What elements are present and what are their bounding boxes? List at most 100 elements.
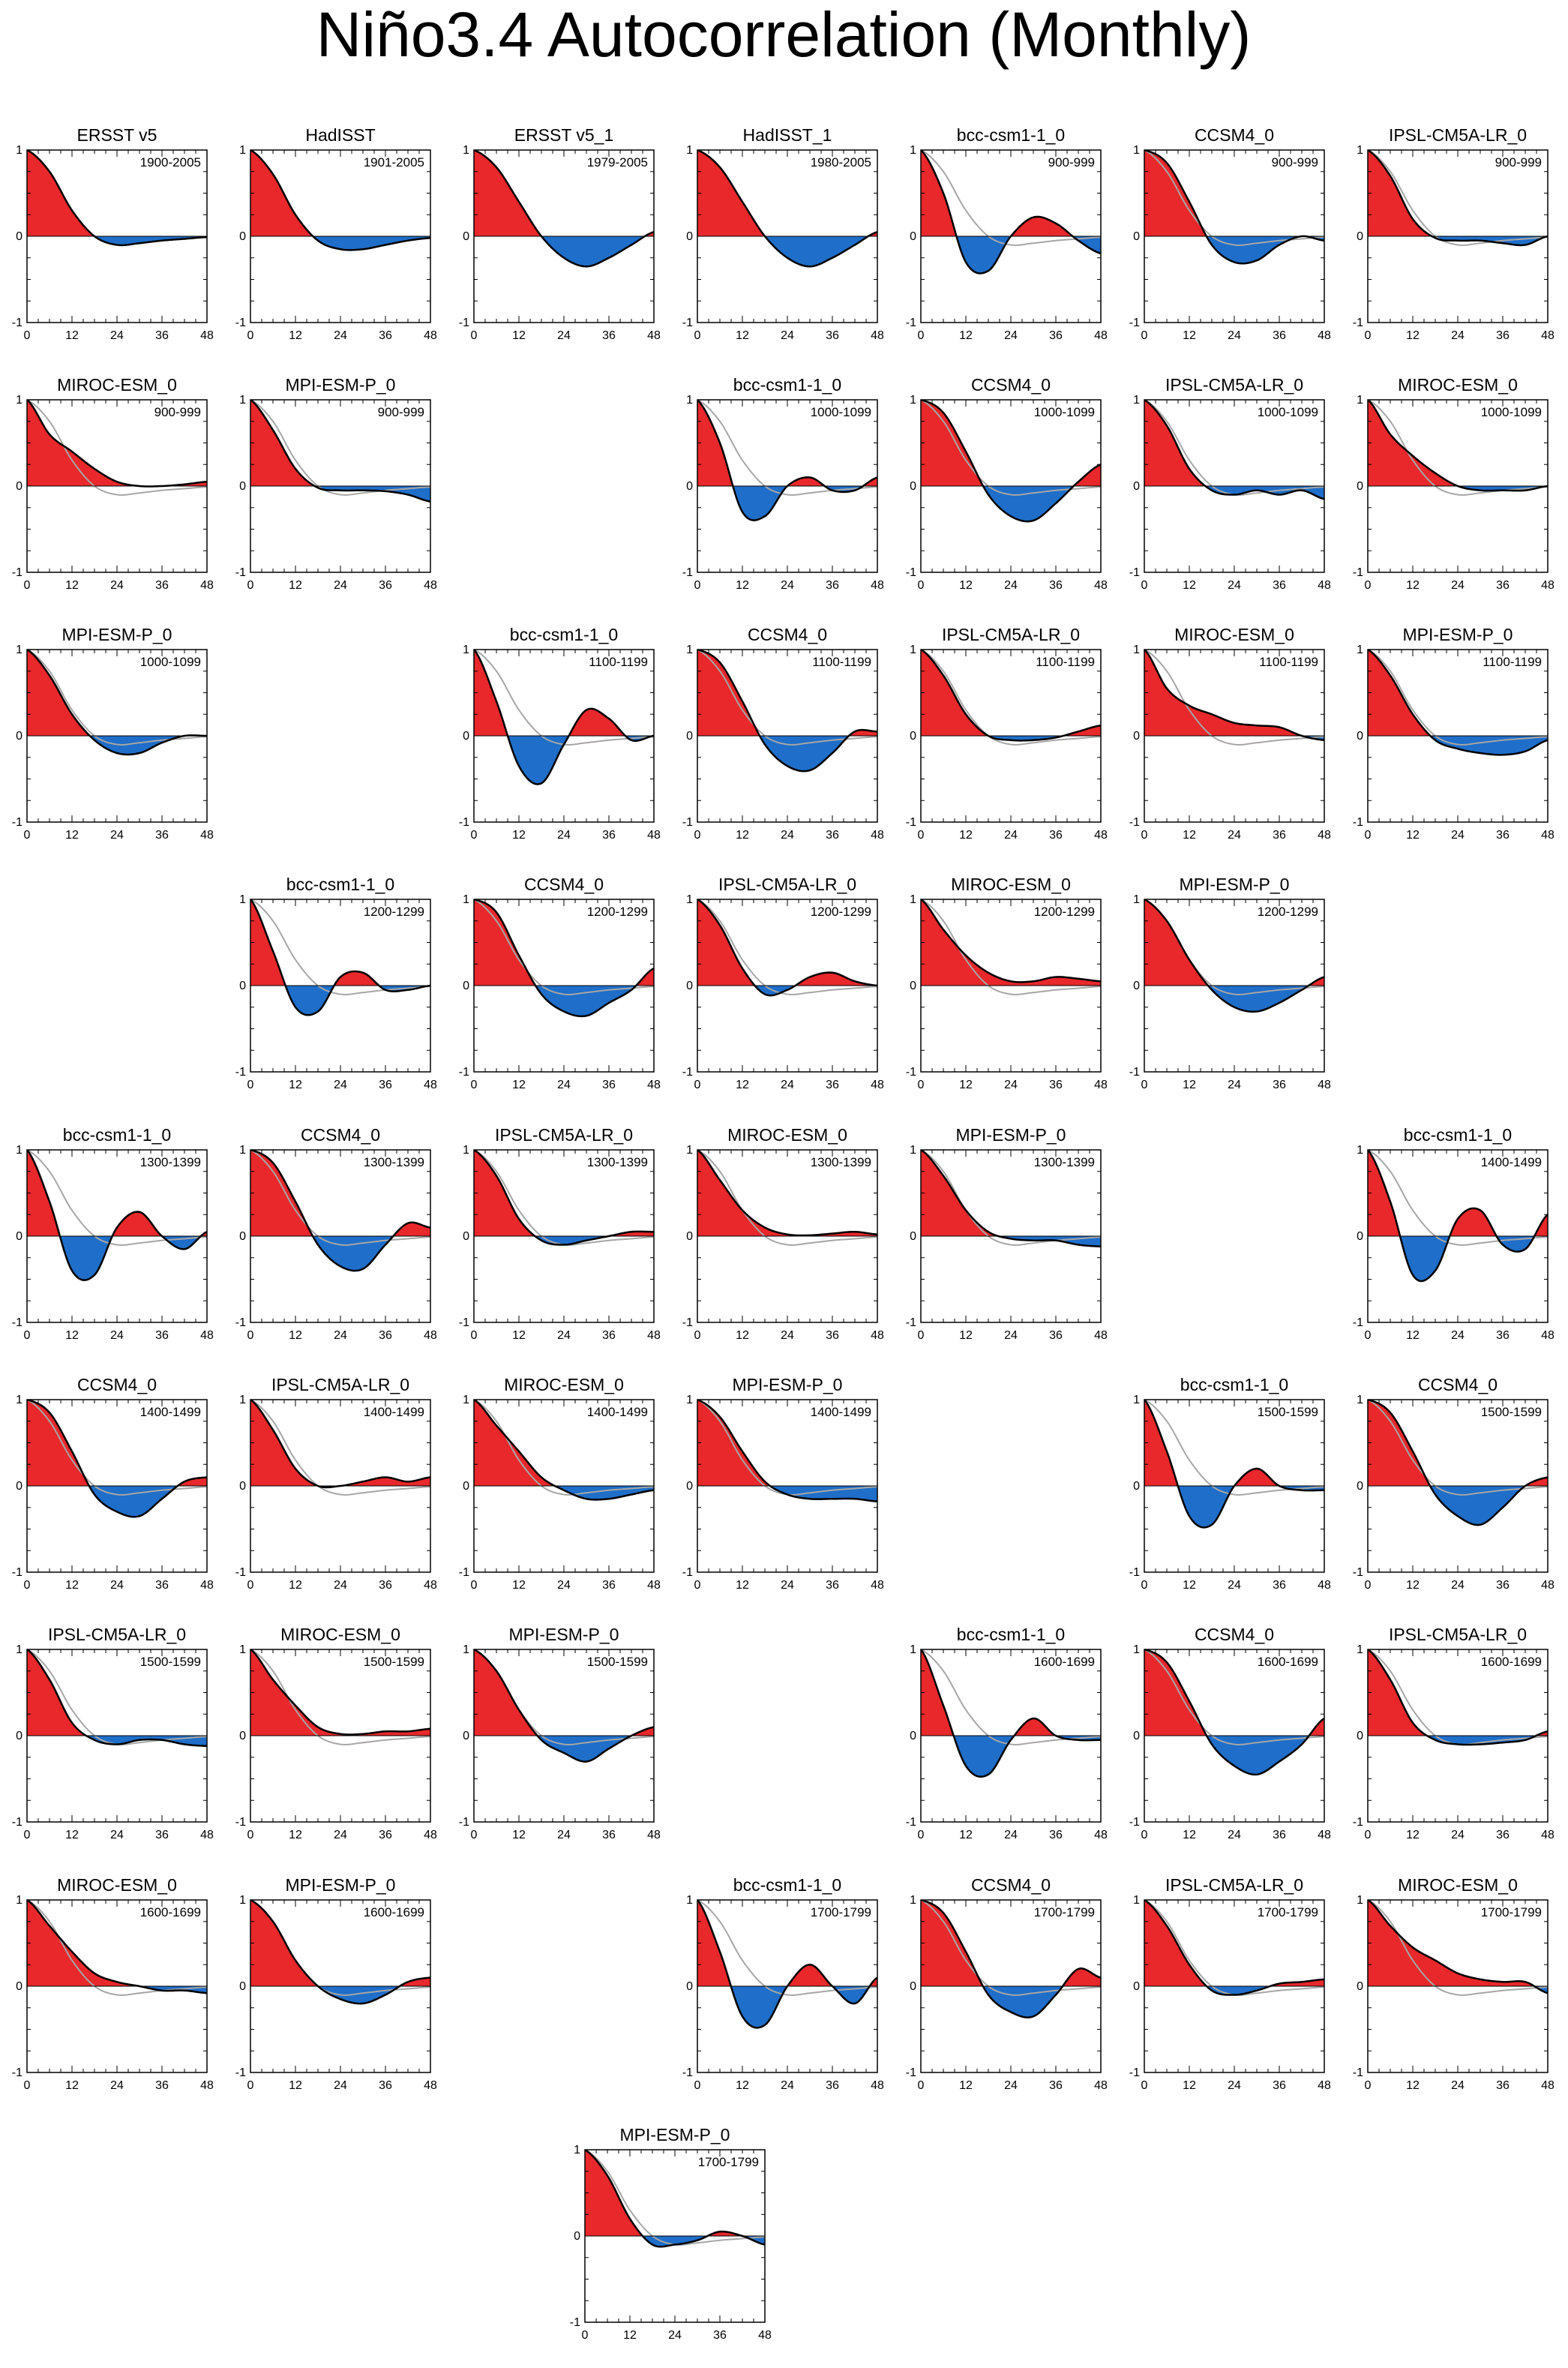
y-tick-label: -1 xyxy=(235,2066,246,2079)
x-tick-label: 48 xyxy=(871,1329,884,1342)
y-tick-label: 1 xyxy=(239,893,246,906)
panel-period: 1500-1599 xyxy=(1258,1405,1318,1419)
y-tick-label: -1 xyxy=(459,317,469,329)
x-tick-label: 0 xyxy=(471,1079,478,1091)
x-tick-label: 0 xyxy=(24,1829,31,1841)
series-line xyxy=(1368,1400,1548,1526)
y-tick-label: -1 xyxy=(1129,1566,1140,1579)
series-line xyxy=(474,1400,654,1501)
panel-period: 1700-1799 xyxy=(698,2155,759,2169)
positive-area xyxy=(921,1900,1101,1986)
positive-area xyxy=(27,1900,207,1986)
y-tick-label: 0 xyxy=(1357,1730,1363,1742)
x-tick-label: 48 xyxy=(1318,579,1331,592)
y-tick-label: 1 xyxy=(910,1144,916,1157)
positive-area xyxy=(697,650,877,736)
x-tick-label: 24 xyxy=(1228,329,1241,342)
y-tick-label: 1 xyxy=(1133,144,1140,157)
negative-area xyxy=(1368,1486,1548,1526)
reference-line xyxy=(921,899,1101,995)
x-tick-label: 0 xyxy=(1365,829,1372,842)
y-tick-label: 0 xyxy=(686,1980,693,1993)
x-tick-label: 0 xyxy=(694,329,701,342)
y-tick-label: -1 xyxy=(906,2066,916,2079)
panel-title: bcc-csm1-1_0 xyxy=(957,1625,1065,1644)
x-tick-label: 36 xyxy=(602,329,616,342)
x-tick-label: 36 xyxy=(602,1579,616,1592)
x-tick-label: 0 xyxy=(918,579,925,592)
x-tick-label: 36 xyxy=(1049,1079,1063,1091)
x-tick-label: 24 xyxy=(781,1079,794,1091)
x-tick-label: 48 xyxy=(1094,1079,1108,1091)
y-tick-label: 0 xyxy=(1357,730,1363,743)
x-tick-label: 36 xyxy=(826,329,839,342)
y-tick-label: 1 xyxy=(16,1894,22,1907)
panel-period: 1400-1499 xyxy=(140,1405,201,1419)
y-tick-label: -1 xyxy=(12,566,22,579)
x-tick-label: 36 xyxy=(1273,1579,1286,1592)
x-tick-label: 36 xyxy=(1049,1829,1063,1841)
x-tick-label: 12 xyxy=(289,2079,302,2092)
x-tick-label: 12 xyxy=(1183,1079,1196,1091)
x-tick-label: 36 xyxy=(1273,329,1286,342)
x-tick-label: 0 xyxy=(918,2079,925,2092)
panel-period: 1979-2005 xyxy=(587,155,648,170)
x-tick-label: 12 xyxy=(289,1579,302,1592)
y-tick-label: -1 xyxy=(570,2316,580,2329)
panel-title: MPI-ESM-P_0 xyxy=(1180,875,1290,894)
panel-title: bcc-csm1-1_0 xyxy=(63,1125,171,1145)
panel-title: CCSM4_0 xyxy=(1195,1625,1274,1644)
x-tick-label: 48 xyxy=(758,2329,772,2342)
y-tick-label: 1 xyxy=(1357,144,1363,157)
panel-title: IPSL-CM5A-LR_0 xyxy=(1165,1875,1303,1895)
x-tick-label: 36 xyxy=(826,579,839,592)
x-tick-label: 48 xyxy=(424,2079,437,2092)
panel-title: MIROC-ESM_0 xyxy=(1398,375,1518,395)
y-tick-label: 0 xyxy=(686,230,693,243)
negative-area xyxy=(921,1736,1101,1777)
x-tick-label: 48 xyxy=(647,1829,661,1841)
y-tick-label: 1 xyxy=(463,893,469,906)
y-tick-label: 1 xyxy=(1357,1894,1363,1907)
panel-title: bcc-csm1-1_0 xyxy=(510,625,618,644)
x-tick-label: 24 xyxy=(1004,1079,1018,1091)
x-tick-label: 36 xyxy=(379,2079,392,2092)
panel-title: CCSM4_0 xyxy=(1195,125,1274,145)
y-tick-label: 0 xyxy=(239,480,246,493)
panel-title: CCSM4_0 xyxy=(748,625,827,644)
panel-title: IPSL-CM5A-LR_0 xyxy=(495,1125,633,1145)
panel-period: 1000-1099 xyxy=(811,405,871,419)
panel-title: HadISST_1 xyxy=(743,125,832,145)
panel-period: 1200-1299 xyxy=(1034,905,1095,919)
y-tick-label: 1 xyxy=(686,394,693,407)
x-tick-label: 24 xyxy=(781,579,794,592)
x-tick-label: 48 xyxy=(647,329,661,342)
negative-area xyxy=(474,1486,654,1500)
x-tick-label: 12 xyxy=(736,1579,749,1592)
x-tick-label: 0 xyxy=(471,1329,478,1342)
panel-period: 1300-1399 xyxy=(1034,1155,1095,1169)
series-line xyxy=(1368,1900,1548,1994)
panel-title: CCSM4_0 xyxy=(301,1125,380,1145)
x-tick-label: 12 xyxy=(959,1329,973,1342)
negative-area xyxy=(1144,236,1324,264)
y-tick-label: 1 xyxy=(910,644,916,656)
y-tick-label: 1 xyxy=(1133,1394,1140,1406)
x-tick-label: 36 xyxy=(155,2079,169,2092)
y-tick-label: 0 xyxy=(239,980,246,992)
x-tick-label: 36 xyxy=(1273,2079,1286,2092)
positive-area xyxy=(1368,400,1548,486)
x-tick-label: 0 xyxy=(694,579,701,592)
panel-title: HadISST xyxy=(305,125,375,145)
y-tick-label: 1 xyxy=(239,1643,246,1656)
series-line xyxy=(250,150,430,251)
positive-area xyxy=(1144,1649,1324,1736)
y-tick-label: -1 xyxy=(682,2066,693,2079)
x-tick-label: 36 xyxy=(379,1579,392,1592)
